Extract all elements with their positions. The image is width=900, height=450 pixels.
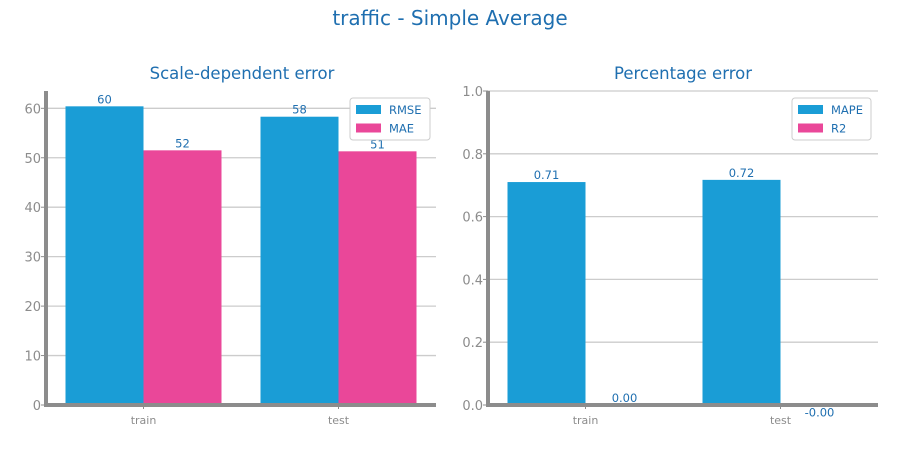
y-tick-label: 0.2 [462,336,483,351]
panel-title: Scale-dependent error [150,64,335,83]
data-label: 0.72 [729,166,755,180]
legend-label: MAPE [831,103,863,117]
data-label: 0.00 [612,391,638,405]
legend-label: MAE [389,122,414,136]
y-tick-label: 1.0 [462,85,483,100]
legend-swatch [798,105,823,114]
bar-rmse-train [65,106,144,405]
data-label: 51 [370,137,385,151]
bar-mape-train [507,182,586,405]
y-tick-label: 0.6 [462,211,483,226]
bar-rmse-test [260,116,339,406]
data-label: 52 [175,136,190,150]
y-tick-label: 40 [24,201,41,216]
data-label: 0.71 [534,168,560,182]
y-tick-label: 10 [24,350,41,365]
bar-mae-test [338,151,417,405]
legend-label: R2 [831,122,846,136]
y-tick-label: 20 [24,300,41,315]
data-label: -0.00 [805,405,835,419]
y-tick-label: 0.8 [462,148,483,163]
x-tick-label: train [573,414,599,427]
data-label: 60 [97,92,112,106]
legend-swatch [798,123,823,133]
bar-mae-train [143,150,222,405]
y-tick-label: 0.0 [462,399,483,414]
legend-label: RMSE [389,103,421,117]
y-tick-label: 50 [24,152,41,167]
panel-title: Percentage error [614,64,752,83]
data-label: 58 [292,103,307,117]
x-tick-label: test [770,414,792,427]
legend-swatch [356,123,381,133]
y-tick-label: 0.4 [462,273,483,288]
y-tick-label: 30 [24,251,41,266]
x-tick-label: train [131,414,157,427]
legend-swatch [356,105,381,114]
figure-title: traffic - Simple Average [332,6,568,30]
x-tick-label: test [328,414,350,427]
bar-mape-test [702,179,781,405]
y-tick-label: 60 [24,102,41,117]
y-tick-label: 0 [33,399,41,414]
